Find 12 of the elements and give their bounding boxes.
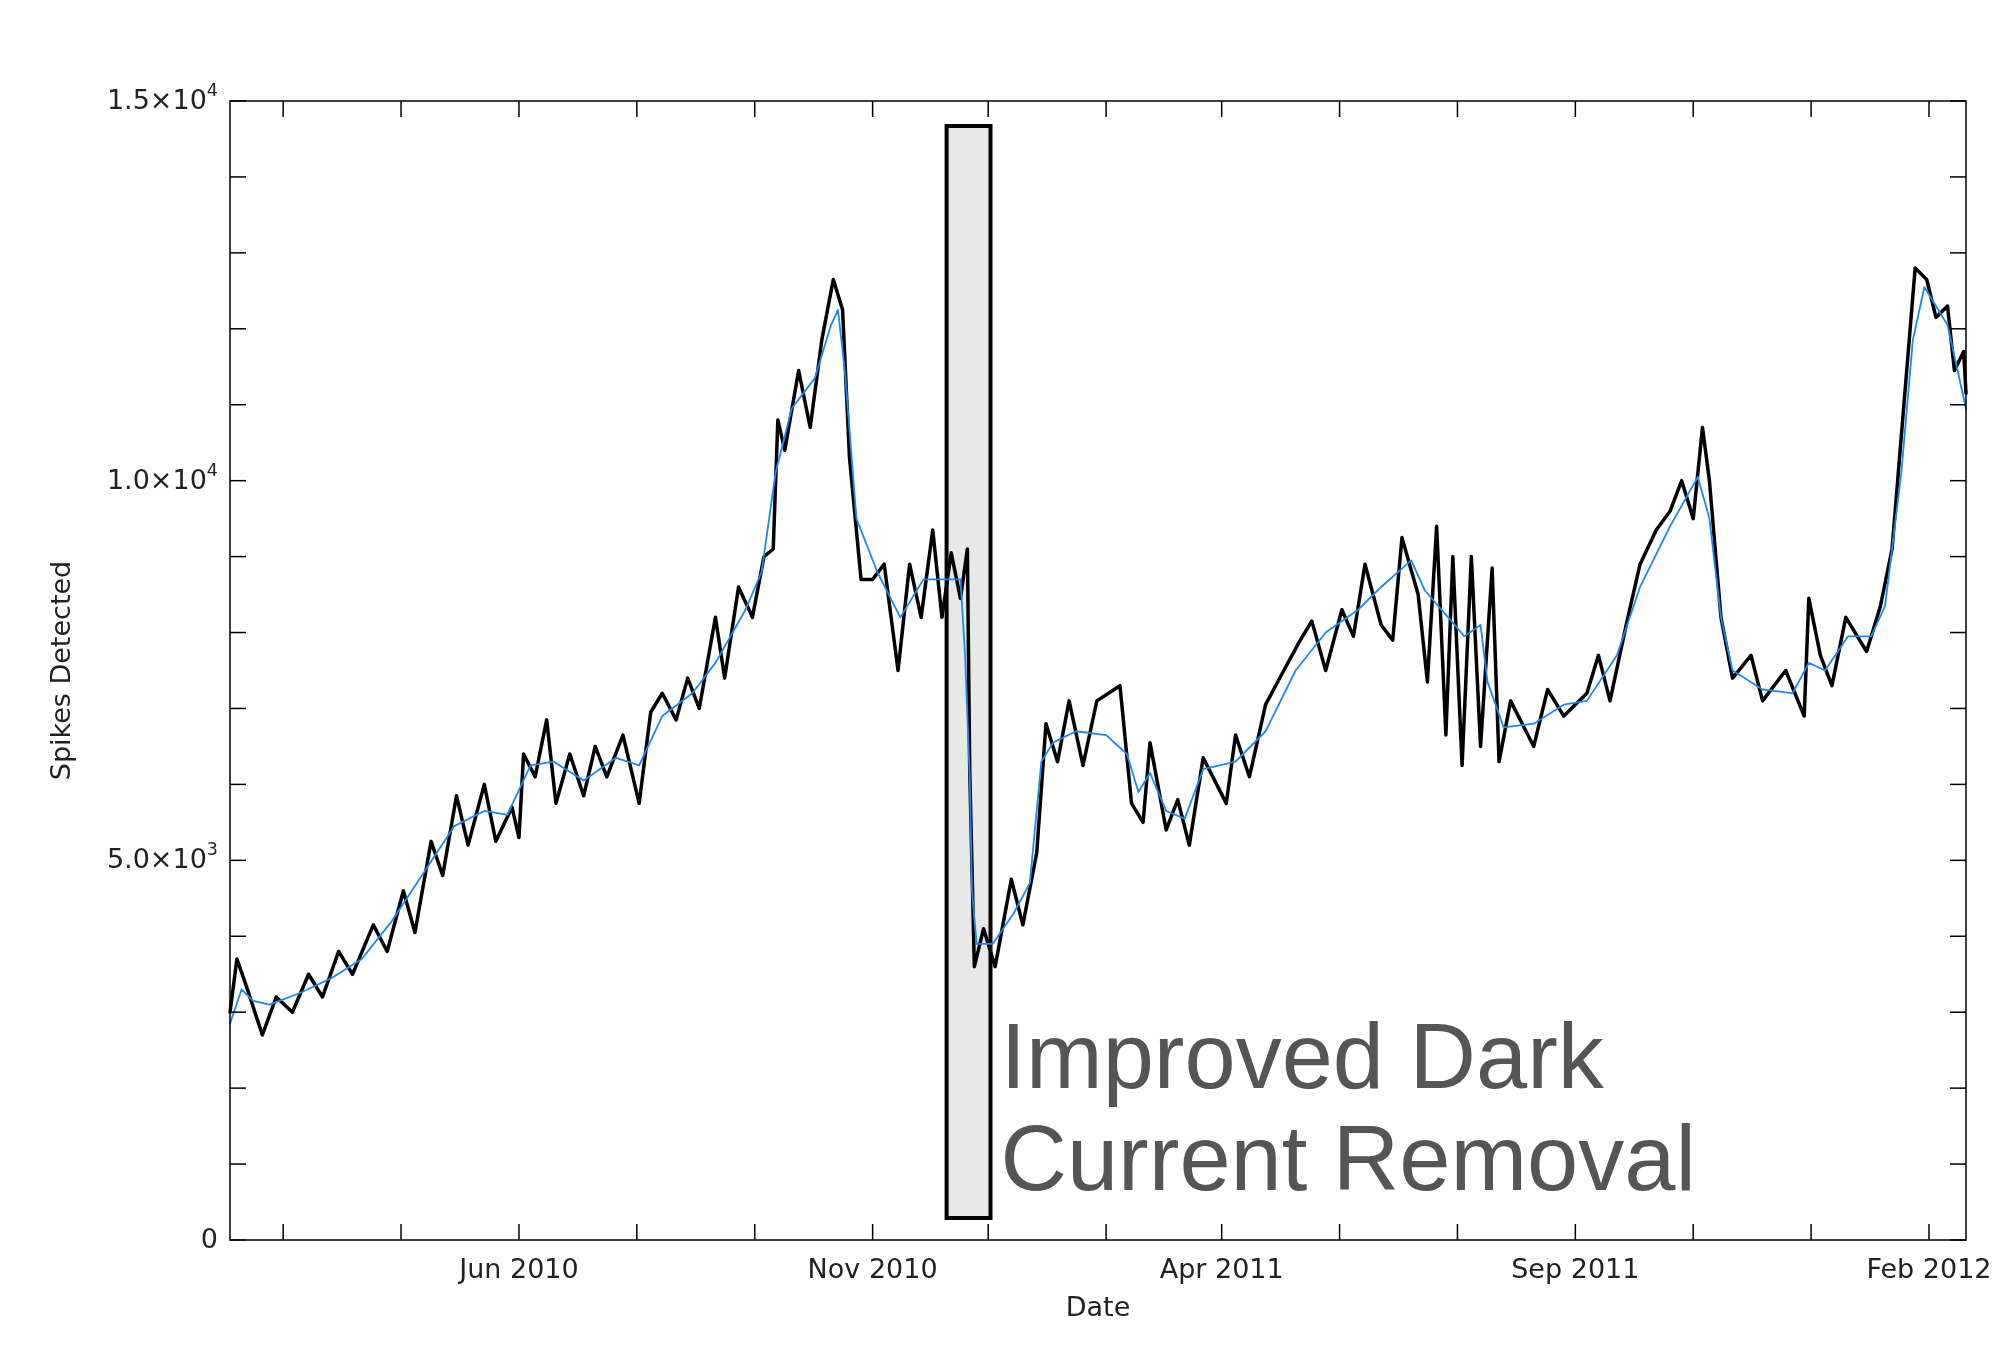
y-axis-title: Spikes Detected [45, 560, 76, 781]
y-tick-label: 1.0×10$^{4}$ [106, 459, 218, 495]
y-tick-label: 5.0×10$^{3}$ [106, 839, 218, 874]
x-tick-label: Nov 2010 [807, 1253, 938, 1284]
band-label: Improved Dark Current Removal [1000, 1005, 1696, 1209]
y-tick-label: 0 [200, 1222, 218, 1254]
y-tick-label: 1.5×10$^{4}$ [106, 80, 218, 115]
x-tick-label: Feb 2012 [1866, 1253, 1992, 1284]
x-tick-label: Jun 2010 [457, 1253, 579, 1284]
x-axis-title: Date [1065, 1291, 1131, 1322]
x-tick-label: Apr 2011 [1159, 1253, 1284, 1284]
x-tick-label: Sep 2011 [1511, 1253, 1640, 1284]
